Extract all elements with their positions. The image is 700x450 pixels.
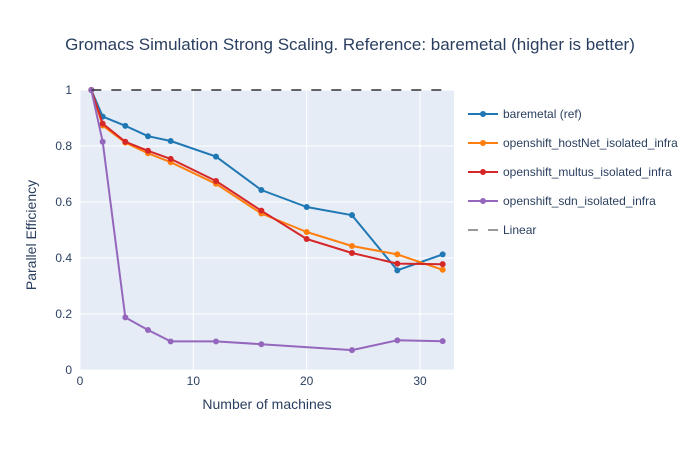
legend-swatch-marker — [480, 198, 486, 204]
y-tick-label: 0.8 — [55, 139, 72, 153]
data-point — [439, 266, 446, 273]
legend-item[interactable]: openshift_multus_isolated_infra — [468, 165, 672, 179]
y-tick-label: 1 — [65, 83, 72, 97]
data-point — [122, 122, 129, 129]
y-tick-label: 0.4 — [55, 251, 72, 265]
series-layer — [88, 87, 446, 354]
data-point — [349, 347, 355, 354]
data-point — [258, 207, 265, 214]
data-point — [349, 212, 355, 219]
legend-item[interactable]: openshift_hostNet_isolated_infra — [468, 136, 678, 150]
series-line — [90, 89, 443, 352]
legend-item[interactable]: openshift_sdn_isolated_infra — [468, 194, 656, 208]
data-point — [99, 138, 106, 145]
y-tick-label: 0.2 — [55, 307, 72, 321]
data-point — [394, 267, 401, 274]
data-point — [349, 242, 355, 249]
data-point — [122, 138, 129, 145]
legend-label: openshift_hostNet_isolated_infra — [503, 136, 678, 150]
legend-item[interactable]: Linear — [468, 223, 536, 237]
data-point — [258, 341, 265, 348]
legend-label: Linear — [503, 223, 536, 237]
data-point — [394, 251, 401, 258]
data-point — [439, 338, 446, 345]
data-point — [439, 261, 446, 268]
x-tick-label: 10 — [187, 374, 201, 388]
data-point — [122, 314, 129, 321]
legend-swatch-marker — [480, 140, 486, 146]
legend-swatch-marker — [480, 169, 486, 175]
data-point — [213, 153, 219, 160]
x-tick-label: 30 — [413, 374, 427, 388]
data-point — [145, 326, 151, 333]
x-axis-title: Number of machines — [202, 396, 331, 412]
x-tick-label: 0 — [77, 374, 84, 388]
data-point — [167, 338, 174, 345]
axis-ticks: 00.20.40.60.810 10 20 30 — [55, 83, 427, 388]
legend-label: baremetal (ref) — [503, 107, 582, 121]
data-point — [167, 137, 174, 144]
data-point — [394, 337, 401, 344]
data-point — [303, 204, 310, 211]
data-point — [258, 186, 265, 193]
y-tick-label: 0.6 — [55, 195, 72, 209]
y-axis-title: Parallel Efficiency — [23, 180, 39, 290]
data-point — [145, 133, 151, 140]
data-point — [303, 235, 310, 242]
legend-label: openshift_sdn_isolated_infra — [503, 194, 656, 208]
series-3 — [88, 87, 446, 354]
data-point — [167, 155, 174, 162]
y-tick-label: 0 — [65, 363, 72, 377]
data-point — [99, 120, 106, 127]
plot-area — [80, 90, 454, 370]
x-tick-label: 20 — [300, 374, 314, 388]
data-point — [213, 338, 219, 345]
legend-swatch-marker — [480, 111, 486, 117]
legend-item[interactable]: baremetal (ref) — [468, 107, 582, 121]
legend-label: openshift_multus_isolated_infra — [503, 165, 672, 179]
data-point — [213, 178, 219, 184]
data-point — [303, 228, 310, 235]
data-point — [439, 251, 446, 258]
chart-title: Gromacs Simulation Strong Scaling. Refer… — [65, 35, 635, 54]
legend: baremetal (ref) openshift_hostNet_isolate… — [468, 107, 678, 237]
data-point — [349, 249, 355, 256]
data-point — [145, 147, 151, 154]
data-point — [394, 260, 401, 267]
